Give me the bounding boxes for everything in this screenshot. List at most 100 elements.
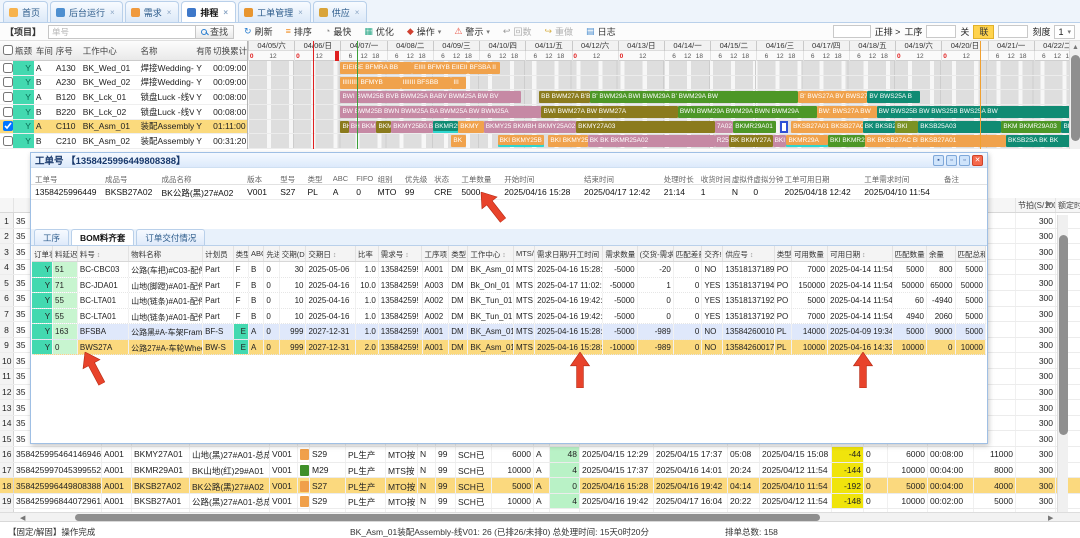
row-checkbox[interactable] bbox=[3, 107, 13, 117]
panel-tab-订单交付情况[interactable]: 订单交付情况 bbox=[136, 229, 205, 245]
column-header[interactable]: 可用日期 ↕ bbox=[828, 246, 893, 261]
table-row[interactable]: 17358425997045399552A001BKMR29A01BK山地(红)… bbox=[0, 463, 1080, 479]
row-checkbox[interactable] bbox=[3, 121, 13, 131]
gantt-bar[interactable]: EIEIBE BFMRA BB bbox=[340, 62, 412, 74]
column-header[interactable]: 需求数量 bbox=[603, 246, 637, 261]
resource-row[interactable]: YAB120BK_Lck_01锁盘Luck -线V01Y00:08:00 bbox=[0, 90, 247, 105]
bom-row[interactable]: Y0BWS27A公路27#A-车轮WheeBW-SEA09992027-12-3… bbox=[32, 340, 986, 356]
column-header[interactable]: 料号 ↕ bbox=[78, 246, 129, 261]
column-header[interactable]: 订单状态 bbox=[32, 246, 53, 261]
table-row[interactable]: 18358425996449808388A001BKSB27A02BK公路(黑)… bbox=[0, 478, 1080, 494]
panel-tab-工序[interactable]: 工序 bbox=[34, 229, 69, 245]
bom-row[interactable]: Y51BC-CBC03公路(车把)#C03-配件PartFB0302025-05… bbox=[32, 262, 986, 278]
close-icon[interactable]: × bbox=[223, 8, 228, 17]
gantt-bar[interactable]: B' BWM29A BWI BWM29A B' BWM29A BW bbox=[590, 91, 798, 103]
column-header[interactable]: (交货-需求) bbox=[638, 246, 674, 261]
gantt-bar[interactable]: BW: BWS27A BW bbox=[817, 106, 877, 118]
column-header[interactable]: 工序项目 bbox=[422, 246, 449, 261]
sort-button[interactable]: ≡排序 bbox=[283, 24, 315, 39]
gantt-bar[interactable]: R25B bbox=[715, 135, 729, 147]
column-header[interactable]: 交期(D) bbox=[280, 246, 307, 261]
column-header[interactable]: ABC bbox=[249, 246, 264, 261]
gantt-bar[interactable]: BKMR25 bbox=[433, 121, 458, 133]
gantt-bar[interactable]: BWI BWM25B BVB BWM25A BABV BWM25A BW BV bbox=[340, 91, 520, 103]
resource-row[interactable]: YAA130BK_Wed_01焊接Wedding-线VY00:09:00 bbox=[0, 61, 247, 76]
column-header[interactable]: 先进 bbox=[264, 246, 279, 261]
close-icon[interactable]: × bbox=[355, 8, 360, 17]
gantt-bar[interactable]: BKMR29A bbox=[786, 135, 828, 147]
resource-row[interactable]: YBA230BK_Wed_02焊接Wedding-线VY00:09:00 bbox=[0, 76, 247, 91]
gantt-bar[interactable]: EIIII BFMYB EIIEIIEI bbox=[412, 62, 467, 74]
panel-close-button[interactable]: ✕ bbox=[972, 155, 983, 166]
collapse-right-icon[interactable]: ▶ bbox=[1046, 199, 1052, 208]
bom-row[interactable]: Y71BC-JDA01山地(脚蹬)#A01-配件PartFB0102025-04… bbox=[32, 278, 986, 294]
panel-tab-BOM料齐套[interactable]: BOM料齐套 bbox=[71, 229, 134, 245]
gantt-bar[interactable]: BKM BKMR29A03 bbox=[1001, 121, 1061, 133]
gantt-scroll-thumb[interactable] bbox=[1071, 55, 1080, 141]
column-header[interactable]: 余量 bbox=[927, 246, 956, 261]
row-checkbox[interactable] bbox=[3, 63, 13, 73]
tab-gear[interactable]: 后台运行× bbox=[50, 1, 123, 22]
gantt-bar[interactable]: BKSB27A01 bbox=[918, 135, 1006, 147]
close-icon[interactable]: × bbox=[167, 8, 172, 17]
column-header[interactable]: 有限 bbox=[194, 45, 211, 57]
gantt-bar[interactable]: BK BKSB25AC bbox=[863, 121, 895, 133]
tab-workorder[interactable]: 工单管理× bbox=[238, 1, 311, 22]
column-header[interactable]: 名称 bbox=[138, 45, 194, 57]
gantt-bar[interactable]: BKMY25B0.BKM bbox=[391, 121, 433, 133]
off-label[interactable]: 关 bbox=[960, 25, 969, 38]
column-header[interactable]: 交期日 ↕ bbox=[306, 246, 355, 261]
column-header[interactable]: 匹配总和(需 bbox=[956, 246, 986, 261]
column-header[interactable]: 需求日期/开工时间 ↕ bbox=[535, 246, 603, 261]
gantt-bar[interactable]: BK BKMY27A bbox=[729, 135, 773, 147]
column-header[interactable]: 比率 bbox=[356, 246, 379, 261]
gantt-bar[interactable]: BKMR29A01 bbox=[733, 121, 776, 133]
sort-icon[interactable]: ↕ bbox=[748, 252, 753, 259]
table-row[interactable]: 19358425996844072961A001BKSB27A01公路(黑)27… bbox=[0, 494, 1080, 510]
gantt-bar[interactable]: BKSB25A03 bbox=[918, 121, 1001, 133]
bom-row[interactable]: Y55BC-LTA01山地(链条)#A01-配件PartFB0102025-04… bbox=[32, 293, 986, 309]
gantt-bar[interactable]: BKMY27A03 bbox=[576, 121, 715, 133]
bom-row[interactable]: Y163BFSBA公路黑#A-车架FrameBF-SEA09992027-12-… bbox=[32, 324, 986, 340]
gantt-bar[interactable]: BK BKSB27AC BK! bbox=[865, 135, 918, 147]
gantt-bar[interactable]: BFSBA II bbox=[468, 62, 500, 74]
gantt-bar[interactable]: BKSB27A01 BKSB27AO bbox=[791, 121, 863, 133]
column-header[interactable]: 匹配数量 bbox=[893, 246, 927, 261]
resource-row[interactable]: YAC110BK_Asm_01装配Assembly-线Y01:11:00 bbox=[0, 120, 247, 135]
column-header[interactable]: 可用数量 bbox=[792, 246, 828, 261]
close-icon[interactable]: × bbox=[298, 8, 303, 17]
panel-window-button[interactable]: ▫ bbox=[946, 155, 957, 166]
tab-supply[interactable]: 供应× bbox=[313, 1, 368, 22]
resource-row[interactable]: YBC210BK_Asm_02装配Assembly-线Y00:31:20 bbox=[0, 134, 247, 149]
sort-icon[interactable]: ↕ bbox=[95, 252, 100, 259]
operate-button[interactable]: ◆操作▾ bbox=[404, 24, 444, 39]
gantt-bar[interactable]: BKMY25 BKMBH BKMY25A02 bbox=[484, 121, 576, 133]
column-header[interactable]: 匹配差量 bbox=[674, 246, 703, 261]
column-header[interactable]: 瓶颈 bbox=[13, 45, 34, 57]
gantt-bar[interactable]: BKI BKMR29A bbox=[828, 135, 865, 147]
gantt-bar[interactable]: BH BKMY2! bbox=[349, 121, 377, 133]
gantt-bar[interactable]: BWN BWM29A BWM29A BWN BWM29A bbox=[678, 106, 817, 118]
gantt-bar[interactable]: BKI BKMY25A bbox=[548, 135, 587, 147]
optimize-button[interactable]: ▦优化 bbox=[361, 24, 397, 39]
column-header[interactable]: 工作中心 ↕ bbox=[468, 246, 514, 261]
gantt-bar[interactable]: BW BWS25B BW BWS25B BWS25A BW bbox=[877, 106, 1080, 118]
gantt-bar[interactable]: BH bbox=[340, 121, 348, 133]
sort-icon[interactable]: ↕ bbox=[860, 252, 865, 259]
gantt-vertical-scrollbar[interactable]: ▲ bbox=[1069, 41, 1080, 149]
row-checkbox[interactable] bbox=[3, 92, 13, 102]
scale-select[interactable]: 1▾ bbox=[1054, 25, 1075, 39]
gantt-bar[interactable]: BB BWM27A B'B bbox=[539, 91, 590, 103]
scroll-up-icon[interactable]: ▲ bbox=[1072, 44, 1079, 51]
column-header[interactable]: 交齐! bbox=[702, 246, 723, 261]
column-header[interactable]: 类型 bbox=[775, 246, 792, 261]
mode-input[interactable] bbox=[833, 25, 871, 38]
column-header[interactable]: 需求号 ↕ bbox=[379, 246, 423, 261]
select-all-checkbox[interactable] bbox=[3, 45, 13, 55]
row-checkbox[interactable] bbox=[3, 136, 13, 146]
horizontal-scroll-thumb[interactable] bbox=[75, 514, 820, 521]
gantt-bar[interactable]: BKI BKMY25B bbox=[498, 135, 544, 147]
refresh-button[interactable]: ↻刷新 bbox=[241, 24, 276, 39]
horizontal-scrollbar[interactable]: ◀ ▶ bbox=[0, 512, 1080, 521]
gantt-bar[interactable]: 7A02 BK bbox=[715, 121, 733, 133]
